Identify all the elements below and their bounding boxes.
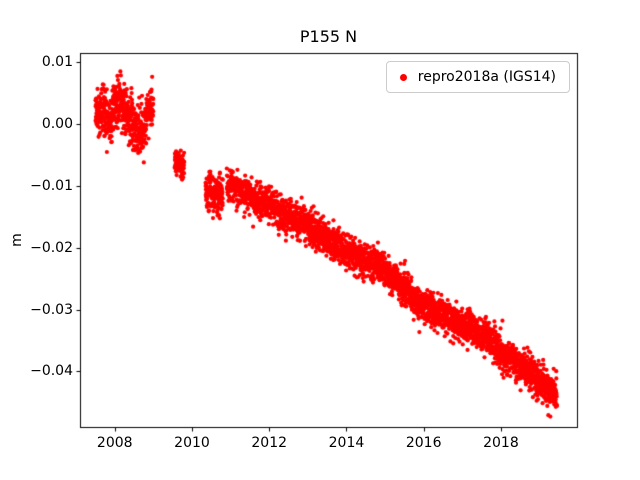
y-tick-label: 0.01	[41, 54, 73, 71]
x-tick-label: 2012	[251, 435, 288, 451]
x-tick-label: 2016	[405, 435, 442, 451]
legend-marker-icon	[399, 73, 407, 81]
plot-title: P155 N	[299, 27, 358, 46]
y-tick-label: 0.00	[41, 116, 73, 133]
legend-label: repro2018a (IGS14)	[417, 69, 556, 85]
y-tick-label: −0.04	[30, 363, 73, 380]
y-tick-label: −0.03	[30, 301, 73, 318]
x-tick-label: 2018	[483, 435, 519, 451]
x-tick-label: 2010	[174, 435, 210, 451]
x-tick-label: 2008	[96, 435, 133, 451]
y-tick-label: −0.02	[30, 239, 73, 256]
y-tick-label: −0.01	[30, 177, 73, 194]
legend: repro2018a (IGS14)	[385, 61, 570, 93]
x-tick-label: 2014	[328, 435, 365, 451]
